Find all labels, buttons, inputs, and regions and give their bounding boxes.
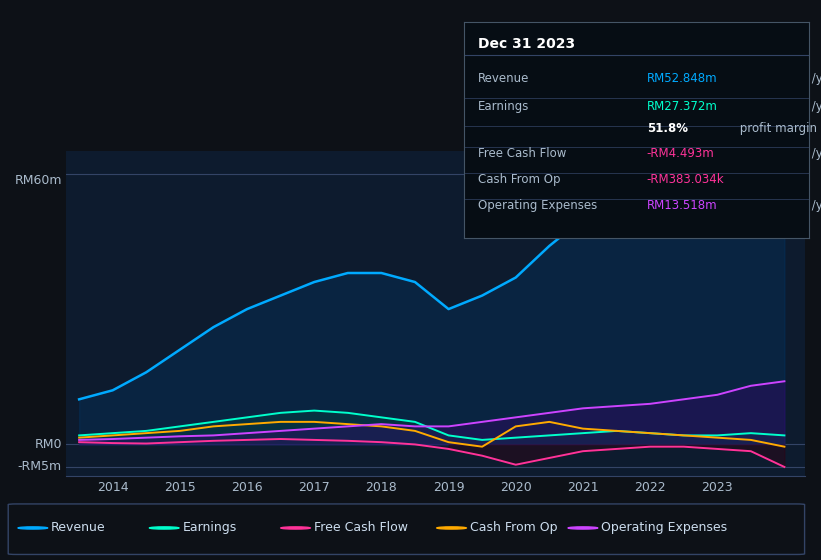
Text: Operating Expenses: Operating Expenses xyxy=(478,199,597,212)
Text: /yr: /yr xyxy=(808,147,821,160)
Text: RM13.518m: RM13.518m xyxy=(647,199,718,212)
Text: profit margin: profit margin xyxy=(736,122,817,134)
Text: /yr: /yr xyxy=(808,100,821,113)
Circle shape xyxy=(281,527,310,529)
Circle shape xyxy=(149,527,179,529)
Text: Operating Expenses: Operating Expenses xyxy=(601,521,727,534)
Text: Revenue: Revenue xyxy=(51,521,106,534)
Text: Free Cash Flow: Free Cash Flow xyxy=(478,147,566,160)
Text: Earnings: Earnings xyxy=(182,521,236,534)
Text: /yr: /yr xyxy=(808,199,821,212)
Text: Cash From Op: Cash From Op xyxy=(478,173,560,186)
Text: RM27.372m: RM27.372m xyxy=(647,100,718,113)
Text: -RM4.493m: -RM4.493m xyxy=(647,147,714,160)
Circle shape xyxy=(568,527,598,529)
Text: /yr: /yr xyxy=(808,72,821,85)
Text: RM52.848m: RM52.848m xyxy=(647,72,718,85)
Circle shape xyxy=(437,527,466,529)
Text: 51.8%: 51.8% xyxy=(647,122,688,134)
Text: RM0: RM0 xyxy=(34,438,62,451)
Text: Earnings: Earnings xyxy=(478,100,529,113)
Text: Cash From Op: Cash From Op xyxy=(470,521,557,534)
Text: Revenue: Revenue xyxy=(478,72,529,85)
Text: Free Cash Flow: Free Cash Flow xyxy=(314,521,407,534)
Text: Dec 31 2023: Dec 31 2023 xyxy=(478,38,575,52)
Text: -RM5m: -RM5m xyxy=(18,460,62,473)
Text: RM60m: RM60m xyxy=(15,174,62,186)
Text: -RM383.034k: -RM383.034k xyxy=(647,173,724,186)
Circle shape xyxy=(18,527,48,529)
